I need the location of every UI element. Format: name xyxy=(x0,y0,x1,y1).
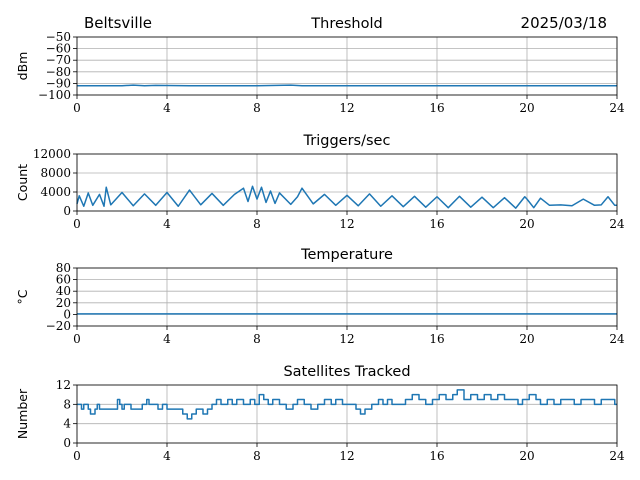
x-tick-label: 20 xyxy=(519,217,534,231)
y-tick-label: −90 xyxy=(46,76,71,90)
y-tick-label: −70 xyxy=(46,53,71,67)
x-tick-label: 24 xyxy=(609,217,625,231)
date-label: 2025/03/18 xyxy=(521,14,607,32)
x-tick-label: 12 xyxy=(339,101,354,115)
panel-title: Threshold xyxy=(310,16,382,32)
y-tick-label: 40 xyxy=(56,284,71,298)
series-line-1 xyxy=(77,389,617,420)
panel-title: Triggers/sec xyxy=(303,133,391,149)
chart-panel-4: 0 4 8 12 16 20 24 0 4 8 12 Satellites Tracked Number xyxy=(15,364,625,463)
y-tick-label: −50 xyxy=(46,30,71,44)
x-tick-label: 20 xyxy=(519,332,534,346)
x-tick-label: 20 xyxy=(519,101,534,115)
x-tick-label: 0 xyxy=(73,217,81,231)
x-tick-label: 12 xyxy=(339,449,354,463)
panel-title: Satellites Tracked xyxy=(283,364,410,380)
x-tick-label: 12 xyxy=(339,217,354,231)
x-tick-label: 4 xyxy=(163,101,171,115)
y-tick-label: 0 xyxy=(63,204,71,218)
chart-panels: 0 4 8 12 16 20 24 −100−90−80−70−60−50 Threshold d… xyxy=(15,16,625,463)
series-line-1 xyxy=(76,185,617,209)
y-axis-label: °C xyxy=(15,289,30,304)
x-tick-label: 4 xyxy=(163,449,171,463)
y-tick-label: 0 xyxy=(63,436,71,450)
series-line-1 xyxy=(77,84,617,87)
x-tick-label: 4 xyxy=(163,217,171,231)
x-tick-label: 24 xyxy=(609,332,625,346)
x-tick-label: 12 xyxy=(339,332,354,346)
y-tick-label: 60 xyxy=(56,273,71,287)
y-tick-label: 4000 xyxy=(40,185,71,199)
x-tick-label: 0 xyxy=(73,449,81,463)
x-tick-label: 24 xyxy=(609,101,625,115)
x-tick-label: 8 xyxy=(253,332,261,346)
x-tick-label: 4 xyxy=(163,332,171,346)
y-tick-label: 12 xyxy=(56,378,71,392)
y-tick-label: −80 xyxy=(46,65,71,79)
x-tick-label: 16 xyxy=(429,217,444,231)
panel-title: Temperature xyxy=(300,247,393,263)
x-tick-label: 16 xyxy=(429,101,444,115)
y-tick-label: 0 xyxy=(63,307,71,321)
chart-panel-1: 0 4 8 12 16 20 24 −100−90−80−70−60−50 Threshold d… xyxy=(15,16,625,115)
x-tick-label: 24 xyxy=(609,449,625,463)
x-tick-label: 8 xyxy=(253,217,261,231)
y-axis-label: Count xyxy=(15,164,30,201)
x-tick-label: 16 xyxy=(429,332,444,346)
y-tick-label: −100 xyxy=(38,88,71,102)
y-tick-label: 20 xyxy=(56,296,71,310)
y-tick-label: −20 xyxy=(46,319,71,333)
chart-panel-2: 0 4 8 12 16 20 24 0 4000 8000 12000 Triggers/sec Cou… xyxy=(15,133,625,231)
y-tick-label: 8 xyxy=(63,397,71,411)
y-tick-label: −60 xyxy=(46,42,71,56)
x-tick-label: 0 xyxy=(73,332,81,346)
y-tick-label: 12000 xyxy=(33,147,71,161)
x-tick-label: 16 xyxy=(429,449,444,463)
x-tick-label: 20 xyxy=(519,449,534,463)
y-tick-label: 80 xyxy=(56,261,71,275)
y-axis-label: dBm xyxy=(15,52,30,81)
x-tick-label: 0 xyxy=(73,101,81,115)
x-tick-label: 8 xyxy=(253,101,261,115)
x-tick-label: 8 xyxy=(253,449,261,463)
y-tick-label: 4 xyxy=(63,417,71,431)
y-tick-label: 8000 xyxy=(40,166,71,180)
station-name: Beltsville xyxy=(84,14,152,32)
y-axis-label: Number xyxy=(15,388,30,439)
